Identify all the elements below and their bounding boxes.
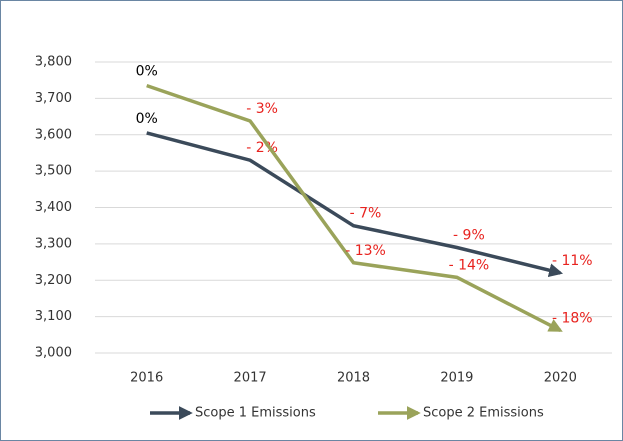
data-label: - 13% [345,243,386,259]
y-tick-label: 3,800 [35,55,72,70]
data-label: - 14% [449,257,490,273]
y-tick-label: 3,000 [35,346,72,361]
y-tick-label: 3,400 [35,200,72,215]
data-label: - 2% [246,140,278,156]
x-tick-label: 2019 [440,371,473,386]
y-tick-label: 3,100 [35,309,72,324]
y-tick-label: 3,300 [35,236,72,251]
x-tick-label: 2018 [337,371,370,386]
data-label: 0% [136,64,158,80]
y-tick-label: 3,600 [35,127,72,142]
data-label: - 9% [453,228,485,244]
data-label: - 18% [552,310,593,326]
series-line [146,83,563,333]
data-label: - 11% [552,253,593,269]
legend-label: Scope 2 Emissions [423,406,544,421]
y-tick-label: 3,200 [35,273,72,288]
data-label: - 7% [350,206,382,222]
data-label: - 3% [246,101,278,117]
data-label: 0% [136,111,158,127]
series-line [146,131,564,278]
y-tick-label: 3,700 [35,91,72,106]
x-tick-label: 2020 [544,371,577,386]
y-tick-label: 3,500 [35,164,72,179]
x-tick-label: 2017 [234,371,267,386]
legend-label: Scope 1 Emissions [195,406,316,421]
x-tick-label: 2016 [130,371,163,386]
